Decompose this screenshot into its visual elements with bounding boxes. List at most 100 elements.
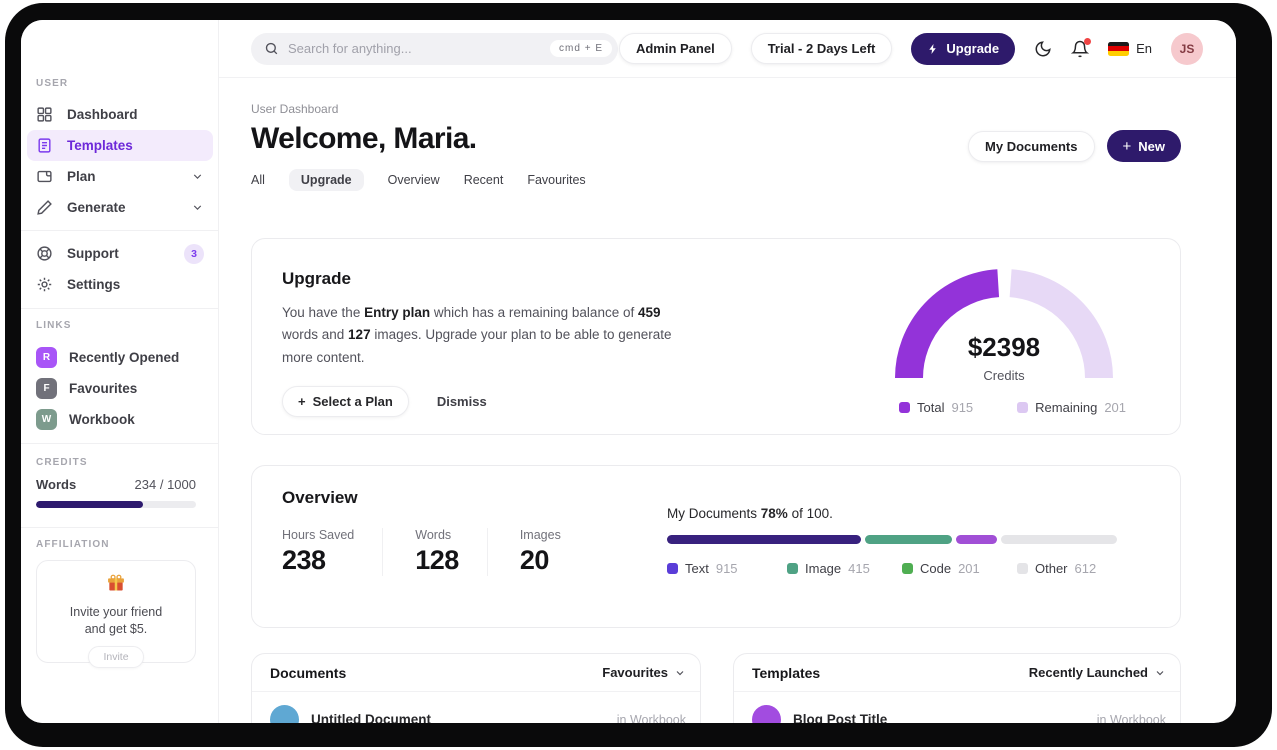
sidebar-item-templates[interactable]: Templates [27, 130, 213, 161]
legend-swatch [902, 563, 913, 574]
legend-label: Total [917, 400, 945, 415]
legend-swatch [1017, 563, 1028, 574]
overview-legend: Text 915 Image 415 Code 201 [667, 561, 1117, 576]
user-avatar[interactable]: JS [1171, 32, 1203, 65]
legend-item-code: Code 201 [902, 561, 1017, 576]
documents-card-header: Documents Favourites [252, 654, 700, 692]
upgrade-card: Upgrade You have the Entry plan which ha… [251, 238, 1181, 435]
sidebar-item-dashboard[interactable]: Dashboard [27, 99, 213, 130]
stacked-progress-bar [667, 535, 1117, 544]
chevron-down-icon [1156, 670, 1164, 675]
sidebar-item-label: Dashboard [67, 107, 138, 122]
gauge-caption: Credits [983, 368, 1025, 383]
legend-swatch [667, 563, 678, 574]
affiliation-line1: Invite your friend [69, 605, 163, 619]
document-name: Untitled Document [311, 712, 431, 723]
body-text: which has a remaining balance of [430, 305, 638, 320]
template-name: Blog Post Title [793, 712, 888, 723]
tab-favourites[interactable]: Favourites [527, 173, 586, 187]
sidebar-link-workbook[interactable]: W Workbook [27, 404, 213, 435]
tab-upgrade[interactable]: Upgrade [288, 169, 364, 191]
new-button[interactable]: + New [1106, 130, 1181, 162]
templates-card-header: Templates Recently Launched [734, 654, 1180, 692]
template-location: in Workbook [1096, 712, 1166, 724]
wallet-icon [37, 170, 52, 183]
notification-dot [1084, 37, 1092, 45]
legend-value: 915 [951, 400, 974, 415]
notifications-button[interactable] [1071, 37, 1092, 58]
legend-item-remaining: Remaining 201 [1017, 400, 1126, 415]
my-documents-button[interactable]: My Documents [968, 130, 1095, 162]
main-content: User Dashboard Welcome, Maria. My Docume… [219, 78, 1236, 723]
sidebar-divider [21, 527, 219, 528]
sidebar-item-generate[interactable]: Generate [27, 192, 213, 223]
templates-doc-icon [38, 138, 51, 153]
app-window: USER Dashboard Templates Plan Gene [21, 20, 1236, 723]
sidebar-link-favourites[interactable]: F Favourites [27, 373, 213, 404]
header-right: Admin Panel Trial - 2 Days Left Upgrade … [618, 32, 1203, 65]
stat-hours-saved: Hours Saved 238 [282, 528, 384, 576]
upgrade-button[interactable]: Upgrade [911, 32, 1016, 65]
sidebar-link-label: Workbook [69, 412, 135, 427]
gauge-arc-total [895, 269, 1000, 379]
dismiss-button[interactable]: Dismiss [436, 394, 487, 410]
templates-card: Templates Recently Launched Blog Post Ti… [733, 653, 1181, 723]
affiliation-card: Invite your friend and get $5. Invite [36, 560, 196, 668]
template-avatar [752, 705, 781, 723]
credits-label: Words [36, 477, 77, 492]
chevron-down-icon[interactable] [191, 170, 204, 183]
template-list-item[interactable]: Blog Post Title in Workbook [734, 692, 1180, 723]
templates-filter-dropdown[interactable]: Recently Launched [1029, 665, 1166, 680]
bell-icon [1071, 40, 1090, 57]
stat-label: Words [415, 528, 452, 542]
sidebar-item-plan[interactable]: Plan [27, 161, 213, 192]
upgrade-card-body: You have the Entry plan which has a rema… [282, 302, 690, 369]
legend-label: Text [685, 561, 709, 576]
document-list-item[interactable]: Untitled Document in Workbook [252, 692, 700, 723]
sidebar-item-settings[interactable]: Settings [27, 269, 213, 300]
search-input[interactable] [288, 41, 542, 56]
sidebar-link-recently-opened[interactable]: R Recently Opened [27, 342, 213, 373]
stat-label: Images [519, 528, 561, 542]
body-text: images. Upgrade your plan to be able to … [282, 327, 672, 365]
tab-all[interactable]: All [251, 173, 265, 187]
search-bar[interactable]: cmd + E [251, 32, 618, 65]
sidebar-item-support[interactable]: Support 3 [27, 238, 213, 269]
sidebar-divider [21, 308, 219, 309]
moon-icon [1035, 40, 1051, 56]
legend-item-text: Text 915 [667, 561, 787, 576]
credits-gauge-chart [895, 269, 1113, 379]
documents-filter-dropdown[interactable]: Favourites [602, 665, 686, 680]
affiliation-text: Invite your friend and get $5. [37, 604, 195, 638]
dark-mode-toggle[interactable] [1034, 40, 1052, 58]
select-plan-button[interactable]: + Select a Plan [282, 386, 409, 418]
legend-value: 201 [1104, 400, 1127, 415]
tab-overview[interactable]: Overview [387, 173, 440, 187]
documents-card-title: Documents [270, 664, 347, 681]
language-selector[interactable]: En [1108, 41, 1152, 56]
documents-progress-text: My Documents 78% of 100. [667, 506, 1117, 521]
legend-swatch [1017, 402, 1029, 413]
search-shortcut-badge: cmd + E [550, 40, 612, 57]
admin-panel-button[interactable]: Admin Panel [618, 33, 732, 64]
sidebar-section-affiliation: AFFILIATION [36, 539, 110, 550]
invite-button[interactable]: Invite [88, 645, 144, 668]
chevron-down-icon[interactable] [191, 201, 204, 214]
lifebuoy-icon [37, 246, 52, 261]
gauge-arc-remaining [1009, 269, 1113, 379]
sidebar-item-label: Templates [67, 138, 133, 153]
sidebar-item-label: Generate [67, 200, 126, 215]
sidebar-section-credits: CREDITS [36, 457, 88, 468]
stat-value: 238 [282, 545, 326, 575]
trial-days-left-button[interactable]: Trial - 2 Days Left [750, 33, 893, 64]
plus-icon: + [1122, 137, 1132, 155]
top-header: cmd + E Admin Panel Trial - 2 Days Left … [219, 20, 1236, 78]
legend-value: 915 [715, 561, 738, 576]
legend-value: 612 [1074, 561, 1097, 576]
sidebar-section-user: USER [36, 78, 69, 89]
legend-item-total: Total 915 [899, 400, 973, 415]
bar-segment-image [864, 535, 953, 544]
tab-recent[interactable]: Recent [463, 173, 504, 187]
body-bold: 127 [348, 327, 371, 343]
documents-filter-label: Favourites [602, 665, 668, 680]
